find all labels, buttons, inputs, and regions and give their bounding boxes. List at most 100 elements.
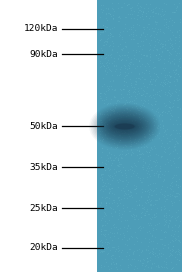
- Point: [135, 183, 138, 188]
- Point: [152, 116, 155, 120]
- Point: [172, 98, 175, 102]
- Point: [140, 98, 143, 102]
- Point: [173, 98, 175, 102]
- Point: [178, 238, 181, 242]
- Point: [159, 88, 162, 92]
- Point: [125, 173, 128, 177]
- Point: [144, 264, 147, 268]
- Point: [109, 261, 112, 265]
- Point: [162, 178, 165, 183]
- Point: [126, 73, 129, 77]
- Point: [103, 132, 106, 137]
- Point: [124, 70, 126, 74]
- Point: [144, 188, 147, 193]
- Point: [146, 260, 149, 264]
- Point: [107, 86, 110, 91]
- Point: [146, 259, 149, 263]
- Point: [142, 152, 145, 156]
- Point: [105, 6, 108, 10]
- Point: [164, 75, 167, 79]
- Point: [101, 10, 104, 14]
- Point: [142, 31, 145, 35]
- Point: [132, 250, 135, 254]
- Point: [141, 256, 144, 261]
- Point: [123, 107, 126, 112]
- Point: [103, 38, 106, 43]
- Point: [139, 178, 141, 182]
- Point: [123, 209, 126, 213]
- Point: [148, 161, 151, 166]
- Point: [100, 237, 103, 242]
- Point: [128, 112, 131, 116]
- Point: [167, 144, 170, 149]
- Point: [104, 236, 107, 241]
- Point: [162, 61, 165, 66]
- Point: [102, 233, 105, 237]
- Point: [150, 107, 153, 111]
- Point: [118, 69, 121, 74]
- Point: [135, 106, 138, 110]
- Point: [129, 94, 132, 98]
- Point: [146, 166, 149, 170]
- Point: [125, 14, 128, 19]
- Point: [107, 88, 110, 92]
- Point: [103, 112, 106, 116]
- Point: [133, 53, 136, 57]
- Point: [147, 248, 150, 252]
- Point: [164, 73, 167, 78]
- Point: [174, 236, 177, 240]
- Point: [173, 148, 176, 152]
- Point: [104, 69, 107, 73]
- Point: [145, 209, 148, 213]
- Point: [100, 7, 103, 11]
- Point: [130, 174, 133, 178]
- Point: [132, 32, 135, 36]
- Point: [163, 82, 166, 86]
- Point: [137, 58, 140, 63]
- Point: [143, 213, 146, 217]
- Point: [121, 53, 124, 57]
- Point: [167, 59, 170, 63]
- Point: [164, 17, 167, 21]
- Point: [131, 168, 134, 172]
- Point: [100, 205, 103, 209]
- Point: [143, 25, 146, 29]
- Point: [171, 243, 174, 248]
- Point: [108, 267, 110, 271]
- Point: [108, 84, 111, 88]
- Point: [160, 237, 163, 241]
- Point: [154, 134, 157, 138]
- Point: [100, 60, 103, 65]
- Point: [130, 234, 132, 239]
- Point: [146, 198, 149, 202]
- Point: [163, 162, 166, 166]
- Point: [153, 159, 156, 164]
- Point: [162, 214, 165, 219]
- Point: [142, 81, 145, 85]
- Point: [105, 69, 108, 74]
- Point: [173, 255, 176, 259]
- Point: [163, 129, 166, 133]
- Point: [146, 211, 149, 216]
- Point: [150, 217, 153, 221]
- Point: [108, 155, 111, 160]
- Point: [168, 218, 171, 222]
- Point: [134, 264, 137, 268]
- Point: [144, 53, 147, 57]
- Point: [141, 10, 144, 14]
- Point: [151, 234, 153, 238]
- Point: [164, 9, 167, 14]
- Point: [158, 264, 161, 269]
- Point: [166, 242, 169, 246]
- Point: [163, 65, 166, 70]
- Point: [154, 198, 157, 202]
- Point: [118, 14, 121, 18]
- Point: [136, 13, 139, 17]
- Point: [100, 112, 103, 116]
- Point: [103, 101, 106, 105]
- Point: [176, 191, 179, 195]
- Point: [167, 221, 170, 225]
- Point: [160, 14, 163, 18]
- Point: [149, 46, 151, 51]
- Point: [154, 20, 157, 24]
